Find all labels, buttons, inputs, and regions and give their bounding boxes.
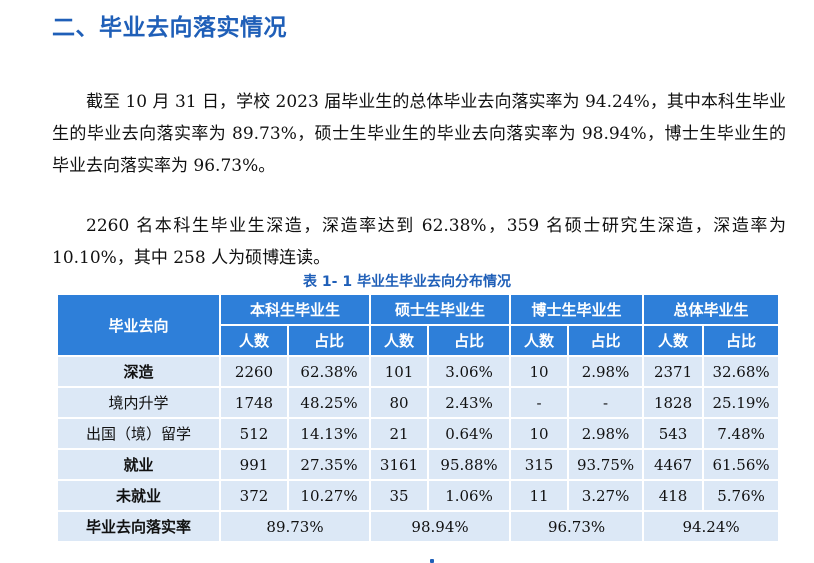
table-cell: 1828 <box>642 386 705 419</box>
table-cell: 1748 <box>219 386 289 419</box>
table-cell: 11 <box>509 479 570 512</box>
rate-cell-master: 98.94% <box>369 510 512 543</box>
table-cell: 2260 <box>219 355 289 388</box>
table-cell: 48.25% <box>286 386 372 419</box>
row-label: 就业 <box>56 448 221 481</box>
table-cell: 35 <box>369 479 430 512</box>
rate-row: 毕业去向落实率 89.73% 98.94% 96.73% 94.24% <box>56 510 781 543</box>
table-cell: 25.19% <box>702 386 781 419</box>
sub-header-cell: 人数 <box>642 324 705 357</box>
group-header-row: 毕业去向 本科生毕业生 硕士生毕业生 博士生毕业生 总体毕业生 <box>56 293 781 357</box>
sub-header-cell: 人数 <box>219 324 289 357</box>
table-cell: 3161 <box>369 448 430 481</box>
rate-cell-doctor: 96.73% <box>509 510 645 543</box>
table-cell: 2.98% <box>567 355 645 388</box>
group-header-undergrad: 本科生毕业生 <box>218 293 372 326</box>
table-cell: - <box>567 386 645 419</box>
paragraph-overall-rate: 截至 10 月 31 日，学校 2023 届毕业生的总体毕业去向落实率为 94.… <box>52 92 786 176</box>
table-cell: 3.27% <box>567 479 645 512</box>
row-label: 深造 <box>56 355 221 388</box>
table-cell: 372 <box>219 479 289 512</box>
table-row: 深造 2260 62.38% 101 3.06% 10 2.98% 2371 3… <box>56 355 781 388</box>
sub-header-cell: 占比 <box>286 324 372 357</box>
table-cell: 2.43% <box>427 386 512 419</box>
sub-header-cell: 占比 <box>427 324 512 357</box>
table-cell: 95.88% <box>427 448 512 481</box>
table-caption: 表 1- 1 毕业生毕业去向分布情况 <box>303 274 511 290</box>
table-row: 境内升学 1748 48.25% 80 2.43% - - 1828 25.19… <box>56 386 781 419</box>
table-cell: 3.06% <box>427 355 512 388</box>
table-cell: 10 <box>509 355 570 388</box>
rate-row-label: 毕业去向落实率 <box>56 510 221 543</box>
table-cell: 2.98% <box>567 417 645 450</box>
table-cell: 0.64% <box>427 417 512 450</box>
sub-header-cell: 人数 <box>509 324 570 357</box>
page-marker <box>430 559 434 563</box>
table-cell: 991 <box>219 448 289 481</box>
rate-cell-overall: 94.24% <box>642 510 781 543</box>
table-row: 出国（境）留学 512 14.13% 21 0.64% 10 2.98% 543… <box>56 417 781 450</box>
table-cell: 512 <box>219 417 289 450</box>
table-cell: 27.35% <box>286 448 372 481</box>
sub-header-cell: 占比 <box>567 324 645 357</box>
table-cell: 32.68% <box>702 355 781 388</box>
table-cell: 101 <box>369 355 430 388</box>
table-cell: 7.48% <box>702 417 781 450</box>
table-cell: 418 <box>642 479 705 512</box>
sub-header-cell: 占比 <box>702 324 781 357</box>
table-row: 就业 991 27.35% 3161 95.88% 315 93.75% 446… <box>56 448 781 481</box>
table-cell: 62.38% <box>286 355 372 388</box>
table-cell: 61.56% <box>702 448 781 481</box>
row-label: 出国（境）留学 <box>56 417 221 450</box>
rate-cell-undergrad: 89.73% <box>218 510 372 543</box>
table-cell: 315 <box>509 448 570 481</box>
table-cell: 5.76% <box>702 479 781 512</box>
table-cell: 10 <box>509 417 570 450</box>
table-cell: 80 <box>369 386 430 419</box>
row-label: 未就业 <box>56 479 221 512</box>
table-cell: 10.27% <box>286 479 372 512</box>
table-cell: 4467 <box>642 448 705 481</box>
group-header-doctor: 博士生毕业生 <box>509 293 645 326</box>
destination-table: 毕业去向 本科生毕业生 硕士生毕业生 博士生毕业生 总体毕业生 人数 占比 人数… <box>56 293 781 543</box>
table-row: 未就业 372 10.27% 35 1.06% 11 3.27% 418 5.7… <box>56 479 781 512</box>
row-header-cell: 毕业去向 <box>56 293 221 357</box>
sub-header-row: 人数 占比 人数 占比 人数 占比 人数 占比 <box>57 324 781 357</box>
table-cell: 543 <box>642 417 705 450</box>
group-header-overall: 总体毕业生 <box>642 293 781 326</box>
table-cell: 21 <box>369 417 430 450</box>
table-cell: 2371 <box>642 355 705 388</box>
table-cell: 14.13% <box>286 417 372 450</box>
row-label: 境内升学 <box>56 386 221 419</box>
paragraph-further-study: 2260 名本科生毕业生深造，深造率达到 62.38%，359 名硕士研究生深造… <box>52 216 786 268</box>
group-header-master: 硕士生毕业生 <box>369 293 512 326</box>
table-cell: - <box>509 386 570 419</box>
sub-header-cell: 人数 <box>369 324 430 357</box>
table-cell: 1.06% <box>427 479 512 512</box>
section-heading: 二、毕业去向落实情况 <box>52 15 287 41</box>
table-cell: 93.75% <box>567 448 645 481</box>
